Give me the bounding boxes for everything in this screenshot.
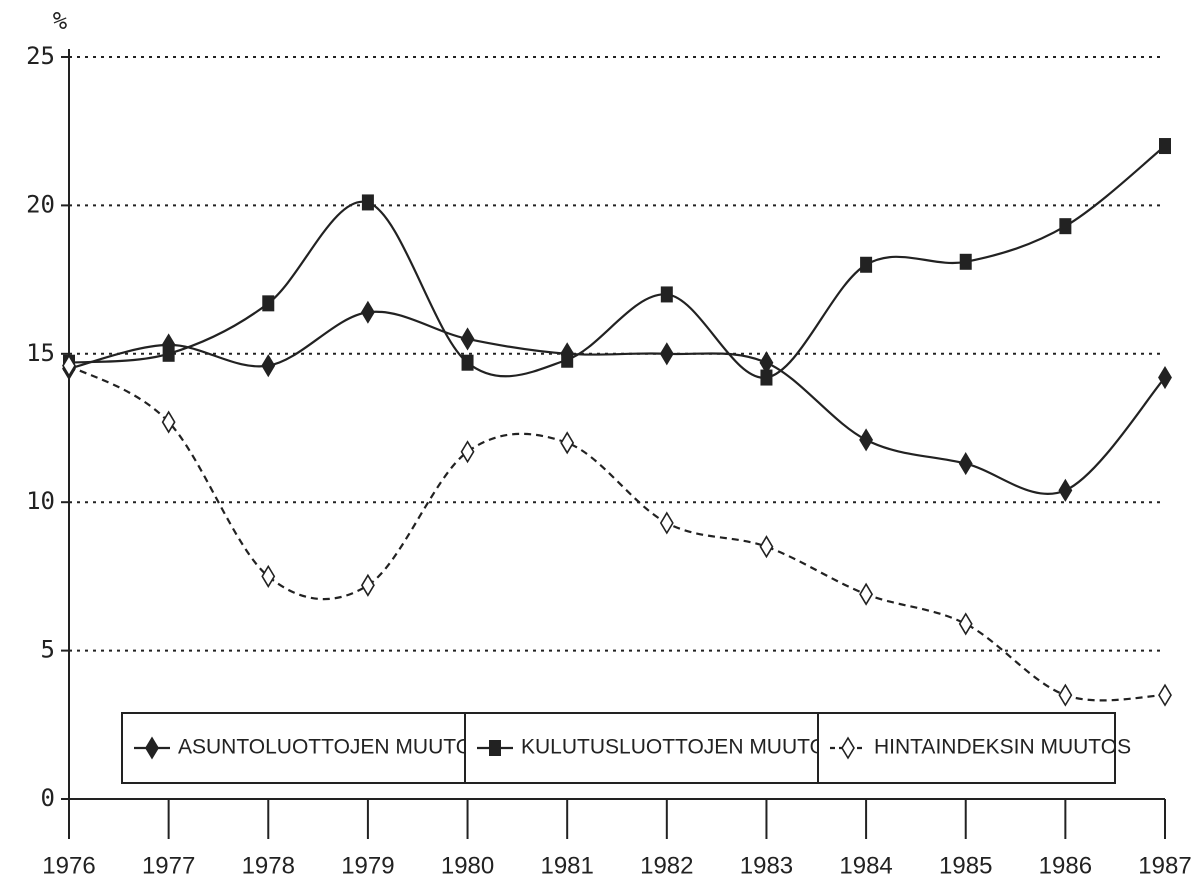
marker <box>1058 478 1073 502</box>
marker <box>360 300 375 324</box>
x-tick-label: 1977 <box>142 852 195 879</box>
series-line <box>68 364 1166 702</box>
y-tick-label: 20 <box>26 190 55 218</box>
marker <box>958 452 973 476</box>
marker <box>262 295 275 312</box>
x-tick-label: 1978 <box>242 852 295 879</box>
marker <box>659 511 674 535</box>
marker <box>161 410 176 434</box>
x-tick-label: 1986 <box>1039 852 1092 879</box>
y-tick-label: 5 <box>41 636 55 664</box>
x-tick-label: 1987 <box>1138 852 1191 879</box>
marker <box>1059 218 1072 235</box>
marker <box>460 327 475 351</box>
marker <box>1158 683 1172 707</box>
legend-label: HINTAINDEKSIN MUUTOS <box>874 736 1131 759</box>
marker <box>261 564 276 588</box>
legend-box <box>121 712 466 784</box>
x-tick-label: 1979 <box>341 852 394 879</box>
marker <box>461 354 474 371</box>
x-tick-label: 1981 <box>540 852 593 879</box>
x-tick-label: 1983 <box>740 852 793 879</box>
x-tick-label: 1985 <box>939 852 992 879</box>
legend-item: KULUTUSLUOTTOJEN MUUTOS <box>464 712 840 784</box>
x-tick-label: 1982 <box>640 852 693 879</box>
legend-label: ASUNTOLUOTTOJEN MUUTOS <box>178 736 486 759</box>
marker <box>360 573 375 597</box>
marker <box>1058 683 1073 707</box>
marker <box>561 351 574 368</box>
marker <box>841 736 855 760</box>
legend-item: HINTAINDEKSIN MUUTOS <box>817 712 1131 784</box>
marker <box>62 354 76 378</box>
x-tick-label: 1984 <box>839 852 892 879</box>
marker <box>660 286 673 303</box>
y-tick-label: 0 <box>41 784 55 812</box>
marker <box>1159 138 1171 155</box>
marker <box>760 369 773 386</box>
marker <box>361 194 374 211</box>
y-axis-label: % <box>53 7 68 35</box>
series-line <box>68 310 1166 496</box>
marker <box>759 535 774 559</box>
y-tick-label: 10 <box>26 487 55 515</box>
marker <box>1158 365 1172 390</box>
series-line <box>68 145 1166 379</box>
legend-item: ASUNTOLUOTTOJEN MUUTOS <box>121 712 486 784</box>
marker <box>958 612 973 636</box>
marker <box>859 582 874 606</box>
marker <box>489 740 501 756</box>
legend-box <box>464 712 819 784</box>
marker <box>959 253 972 270</box>
marker <box>659 342 674 366</box>
marker <box>860 256 873 273</box>
y-tick-label: 25 <box>26 42 55 70</box>
x-tick-label: 1980 <box>441 852 494 879</box>
marker <box>560 431 575 455</box>
y-tick-label: 15 <box>26 339 55 367</box>
marker <box>261 354 276 378</box>
marker <box>162 345 175 362</box>
marker <box>460 440 475 464</box>
legend-box <box>817 712 1116 784</box>
marker <box>145 736 159 760</box>
x-tick-label: 1976 <box>42 852 95 879</box>
marker <box>859 428 874 452</box>
legend-label: KULUTUSLUOTTOJEN MUUTOS <box>521 736 840 759</box>
